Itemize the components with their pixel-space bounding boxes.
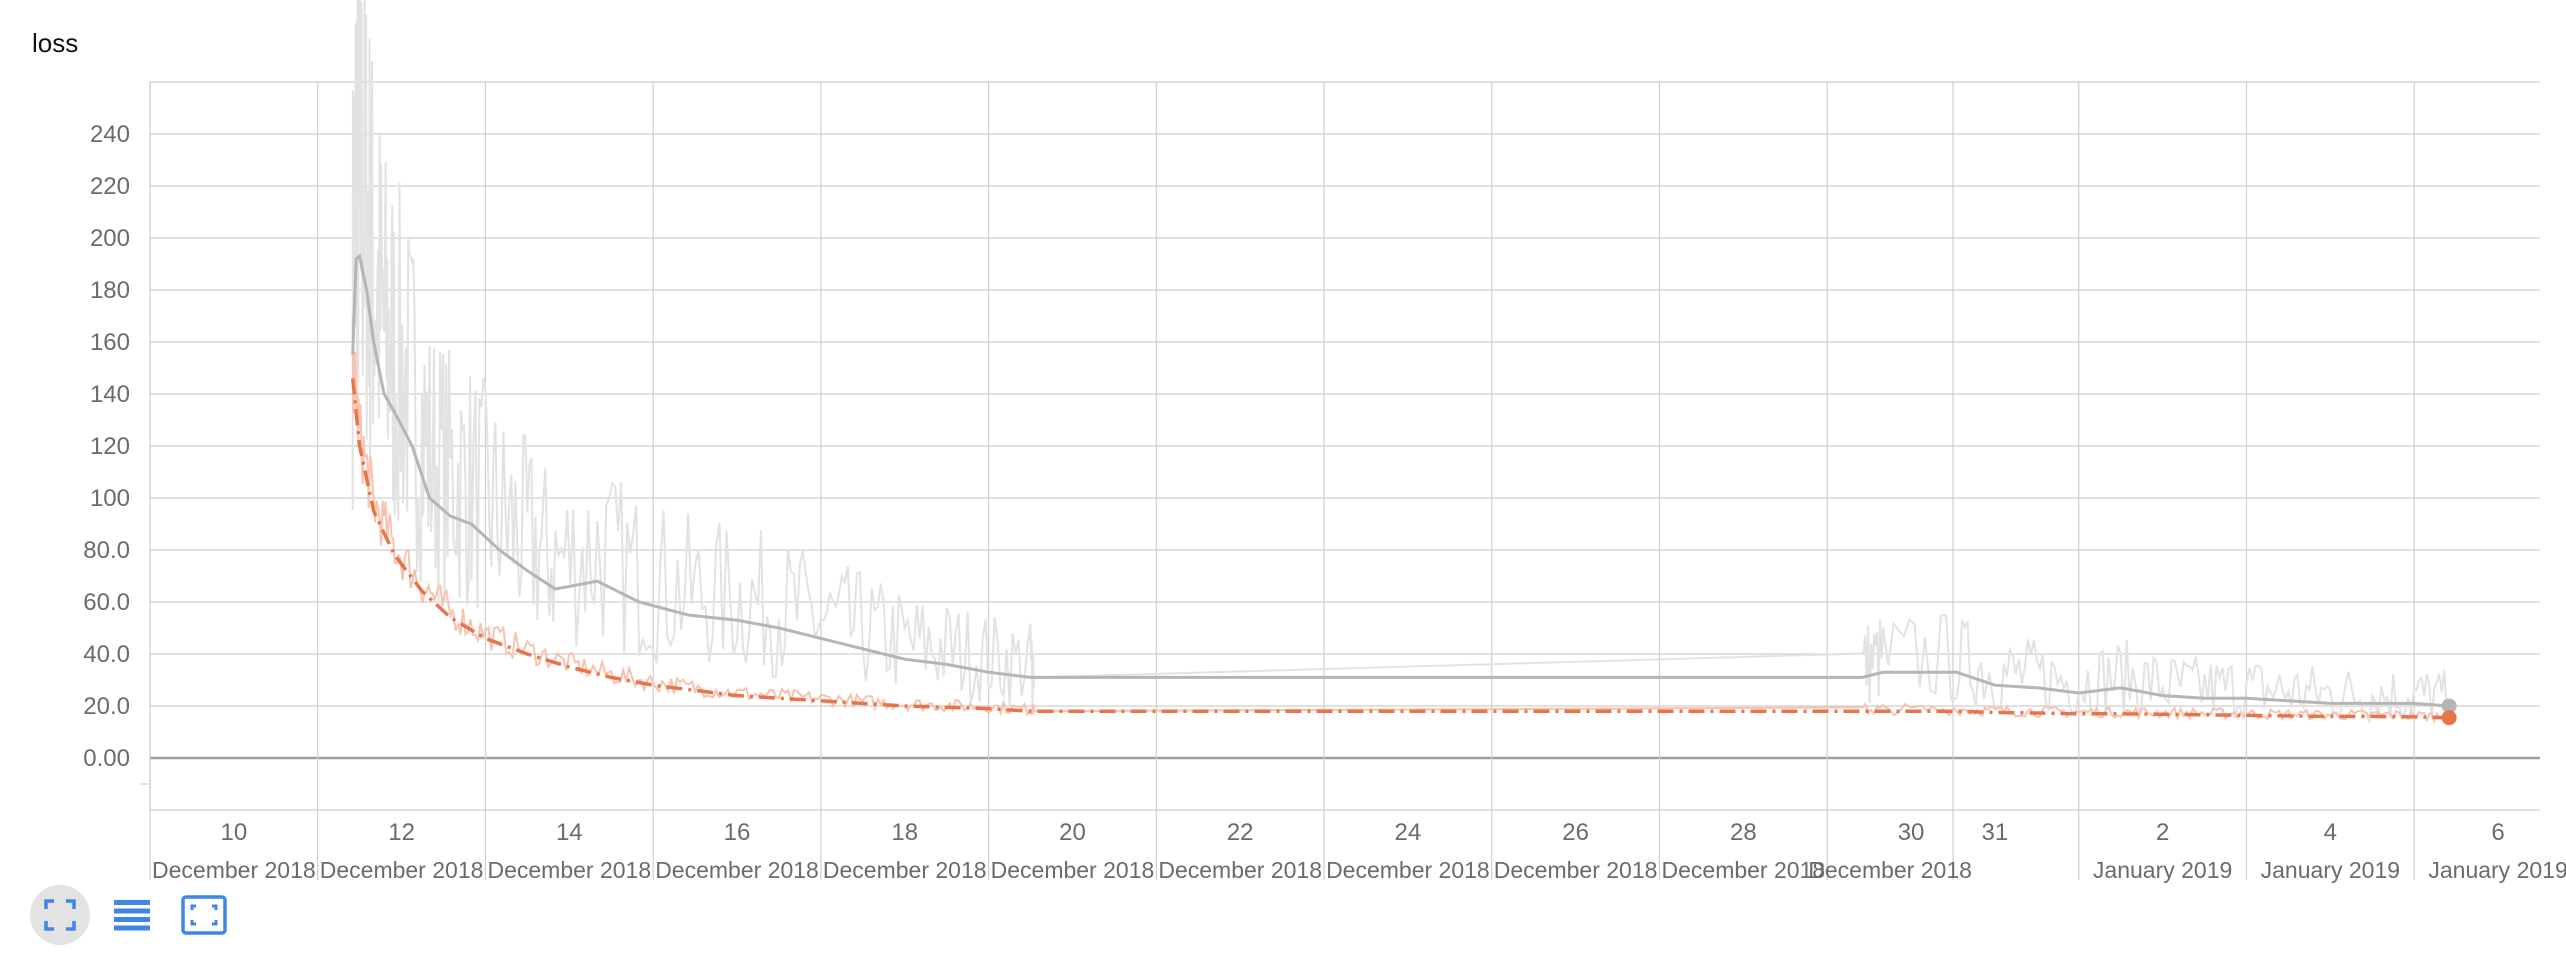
y-tick-label: 180 — [90, 277, 130, 304]
grid-lines — [140, 81, 2540, 880]
y-tick-label: 200 — [90, 225, 130, 252]
x-tick-month: December 2018 — [1326, 857, 1490, 883]
x-tick-month: January 2019 — [2428, 857, 2566, 883]
y-tick-label: 0.00 — [83, 745, 130, 772]
x-tick-day: 2 — [2156, 819, 2169, 846]
list-icon — [114, 900, 150, 931]
fit-domain-icon — [181, 895, 227, 935]
series-line-gray[interactable] — [351, 253, 2450, 708]
raw-orange-trace — [351, 317, 2448, 725]
fit-domain-button[interactable] — [174, 885, 234, 945]
x-tick-day: 20 — [1059, 819, 1086, 846]
x-tick-day: 12 — [388, 819, 415, 846]
x-tick-day: 26 — [1562, 819, 1589, 846]
x-tick-day: 10 — [221, 819, 248, 846]
x-tick-month: December 2018 — [991, 857, 1155, 883]
y-tick-label: 220 — [90, 173, 130, 200]
x-tick-day: 28 — [1730, 819, 1757, 846]
x-tick-day: 22 — [1227, 819, 1254, 846]
x-tick-month: December 2018 — [1494, 857, 1658, 883]
y-tick-label: 80.0 — [83, 537, 130, 564]
smoothed-series-lines[interactable] — [350, 253, 2457, 726]
y-tick-label: 140 — [90, 381, 130, 408]
x-tick-day: 30 — [1898, 819, 1925, 846]
series-end-point[interactable] — [2441, 698, 2457, 714]
y-tick-label: 40.0 — [83, 641, 130, 668]
x-tick-day: 4 — [2324, 819, 2337, 846]
raw-gray-trace — [351, 0, 2448, 725]
chart-title: loss — [32, 28, 79, 58]
series-end-point[interactable] — [2441, 710, 2457, 726]
y-tick-label: 100 — [90, 485, 130, 512]
x-tick-month: December 2018 — [320, 857, 484, 883]
x-tick-day: 14 — [556, 819, 583, 846]
x-tick-month: December 2018 — [152, 857, 316, 883]
chart-toolbar — [30, 880, 234, 950]
y-tick-label: 120 — [90, 433, 130, 460]
fullscreen-icon — [44, 899, 76, 931]
x-tick-month: January 2019 — [2261, 857, 2400, 883]
x-tick-month: December 2018 — [655, 857, 819, 883]
x-tick-day: 31 — [1982, 819, 2009, 846]
x-tick-month: December 2018 — [1662, 857, 1826, 883]
axes: 0.0020.040.060.080.010012014016018020022… — [83, 121, 2566, 883]
x-tick-month: December 2018 — [487, 857, 651, 883]
x-tick-month: December 2018 — [1158, 857, 1322, 883]
series-line-orange[interactable] — [350, 378, 2450, 720]
y-tick-label: 160 — [90, 329, 130, 356]
y-tick-label: 20.0 — [83, 693, 130, 720]
fullscreen-button[interactable] — [30, 885, 90, 945]
x-tick-month: January 2019 — [2093, 857, 2232, 883]
toggle-log-list-button[interactable] — [102, 885, 162, 945]
x-tick-day: 18 — [891, 819, 918, 846]
raw-data-lines — [351, 0, 2448, 725]
x-tick-month: December 2018 — [1808, 857, 1972, 883]
x-tick-day: 6 — [2491, 819, 2504, 846]
x-tick-day: 16 — [724, 819, 751, 846]
x-tick-day: 24 — [1395, 819, 1422, 846]
y-tick-label: 240 — [90, 121, 130, 148]
y-tick-label: 60.0 — [83, 589, 130, 616]
x-tick-month: December 2018 — [823, 857, 987, 883]
